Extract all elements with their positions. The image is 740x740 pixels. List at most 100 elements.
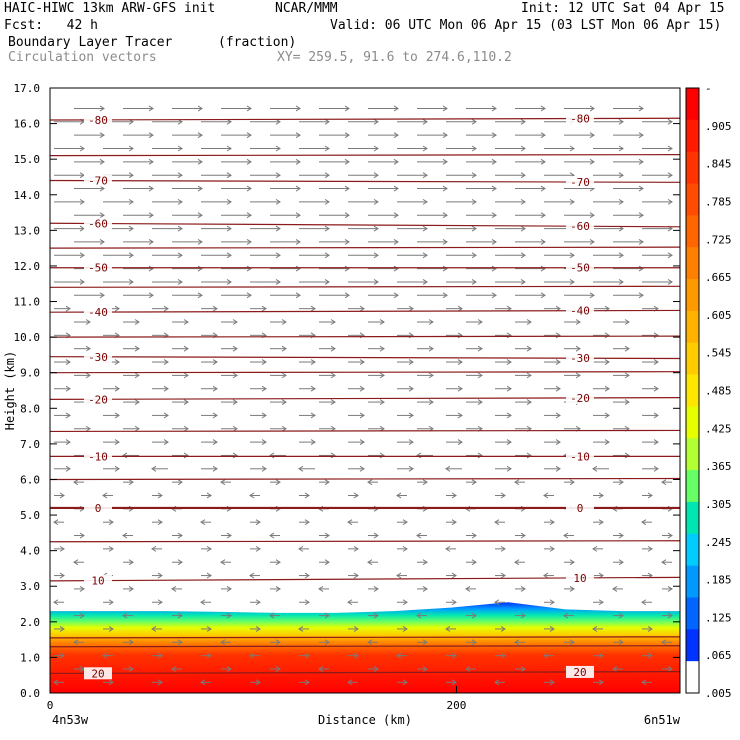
circulation-vector-head [638, 185, 644, 192]
circulation-vector-head [359, 439, 365, 446]
circulation-vector-head [396, 652, 402, 659]
circulation-vector-head [183, 399, 189, 405]
circulation-vector-head [442, 158, 448, 165]
circulation-vector-head [451, 572, 457, 579]
circulation-vector-head [555, 332, 561, 339]
circulation-vector-head [445, 626, 451, 632]
contour-label-bg [84, 450, 112, 463]
circulation-vector-head [457, 305, 463, 312]
circulation-vector-head [163, 439, 169, 446]
circulation-vector-head [549, 599, 555, 606]
circulation-vector-head [491, 292, 497, 299]
circulation-vector-head [653, 332, 659, 339]
circulation-vector-head [422, 252, 428, 259]
circulation-vector-head [281, 399, 287, 405]
circulation-vector-head [108, 679, 114, 686]
circulation-vector-head [85, 425, 91, 432]
contour-label-bg [84, 174, 112, 187]
circulation-vector-head [393, 292, 399, 299]
colorbar-segment [686, 438, 699, 471]
circulation-vector-head [310, 412, 316, 419]
circulation-vector-head [226, 172, 232, 179]
circulation-vector-head [324, 118, 330, 125]
circulation-vector-head [618, 612, 624, 619]
circulation-vector-head [457, 359, 463, 365]
circulation-vector-head [232, 319, 238, 325]
circulation-vector-head [249, 652, 255, 659]
cross-section-endpoints: XY= 259.5, 91.6 to 274.6,110.2 [277, 50, 512, 65]
circulation-vector-head [148, 212, 154, 219]
circulation-vector-head [275, 252, 281, 259]
circulation-vector-head [197, 158, 203, 165]
circulation-vector-head [330, 399, 336, 405]
circulation-vector-head [422, 225, 428, 232]
circulation-vector-head [618, 279, 624, 285]
y-tick-label: 10.0 [14, 331, 41, 344]
field-name: Boundary Layer Tracer [8, 35, 173, 50]
circulation-vector-head [506, 332, 512, 339]
circulation-vector-head [298, 465, 304, 472]
circulation-vector-head [563, 532, 569, 539]
circulation-vector-head [177, 225, 183, 232]
circulation-vector-head [246, 158, 252, 165]
circulation-vector-head [330, 319, 336, 325]
circulation-vector-head [549, 545, 555, 552]
circulation-vector-head [246, 238, 252, 245]
circulation-vector-head [373, 172, 379, 179]
circulation-vector-head [177, 639, 183, 646]
circulation-vector-head [79, 612, 85, 619]
colorbar-segment [686, 342, 699, 376]
circulation-vector-head [520, 118, 526, 125]
circulation-vector-head [526, 319, 532, 325]
colorbar-segment [686, 470, 699, 503]
circulation-vector-head [324, 279, 330, 285]
contour-label-bg [84, 350, 112, 363]
colorbar-segment [686, 501, 699, 535]
contour-label-bg [566, 571, 594, 584]
circulation-vector-head [589, 238, 595, 245]
circulation-vector-head [359, 465, 365, 472]
circulation-vector-head [197, 292, 203, 299]
circulation-vector-head [569, 559, 575, 566]
circulation-vector-head [226, 225, 232, 232]
circulation-vector-head [491, 158, 497, 165]
circulation-vector-head [373, 532, 379, 539]
circulation-vector-head [281, 425, 287, 432]
circulation-vector-head [177, 612, 183, 619]
contour-label-bg [566, 501, 594, 514]
circulation-vector-head [494, 519, 500, 526]
circulation-vector-head [592, 465, 598, 472]
circulation-vector-head [520, 585, 526, 592]
circulation-vector-head [79, 585, 85, 592]
colorbar-label: .425 [705, 422, 732, 435]
circulation-vector-head [353, 626, 359, 632]
circulation-vector-head [500, 652, 506, 659]
circulation-vector-head [275, 225, 281, 232]
circulation-vector-head [494, 679, 500, 686]
contour-label: -60 [570, 220, 590, 233]
contour-label: -20 [88, 393, 108, 406]
circulation-vector-head [379, 319, 385, 325]
circulation-vector-head [128, 559, 134, 566]
contour-label-bg [84, 501, 112, 514]
circulation-vector-head [99, 292, 105, 299]
y-tick-label: 12.0 [14, 260, 41, 273]
circulation-vector-head [520, 666, 526, 672]
circulation-vector-head [540, 292, 546, 299]
y-tick-label: 3.0 [20, 580, 40, 593]
circulation-vector-head [275, 666, 281, 672]
circulation-vector-head [59, 652, 65, 659]
circulation-vector-head [373, 252, 379, 259]
circulation-vector-head [604, 439, 610, 446]
circulation-vector-head [102, 652, 108, 659]
circulation-vector-head [526, 372, 532, 379]
circulation-vector-head [575, 345, 581, 352]
circulation-vector-head [177, 172, 183, 179]
contour-label-bg [566, 450, 594, 463]
colorbar-label: .005 [705, 687, 732, 700]
circulation-vector-head [451, 519, 457, 526]
circulation-vector-head [163, 359, 169, 365]
circulation-vector-head [157, 492, 163, 499]
circulation-vector-head [330, 452, 336, 459]
circulation-vector-head [422, 479, 428, 486]
